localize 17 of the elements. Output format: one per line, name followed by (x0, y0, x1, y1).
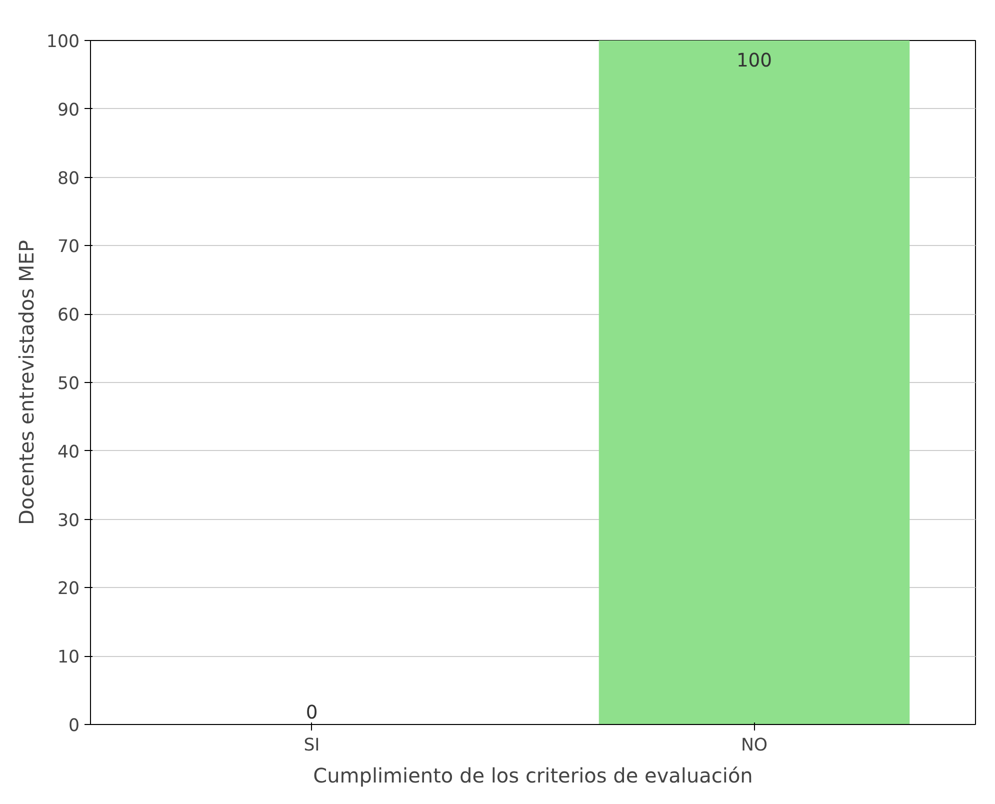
y-tick-label: 40 (57, 442, 80, 462)
y-tick-label: 100 (46, 32, 80, 52)
y-tick-label: 70 (57, 237, 80, 258)
y-tick-label: 0 (68, 716, 80, 736)
y-tick-label: 20 (57, 579, 80, 600)
x-tick-label: SI (304, 736, 320, 756)
y-tick-label: 10 (57, 648, 80, 668)
y-tick-label: 90 (57, 100, 80, 120)
x-tick-label: NO (740, 736, 768, 756)
y-axis-title: Docentes entrevistados MEP (14, 240, 38, 526)
data-label: 100 (736, 50, 772, 72)
y-tick-label: 30 (57, 510, 80, 531)
x-axis-title: Cumplimiento de los criterios de evaluación (313, 764, 753, 788)
data-label: 0 (306, 702, 318, 724)
y-tick-label: 50 (57, 374, 80, 394)
y-tick-label: 60 (57, 306, 80, 326)
y-tick-label: 80 (57, 168, 80, 189)
